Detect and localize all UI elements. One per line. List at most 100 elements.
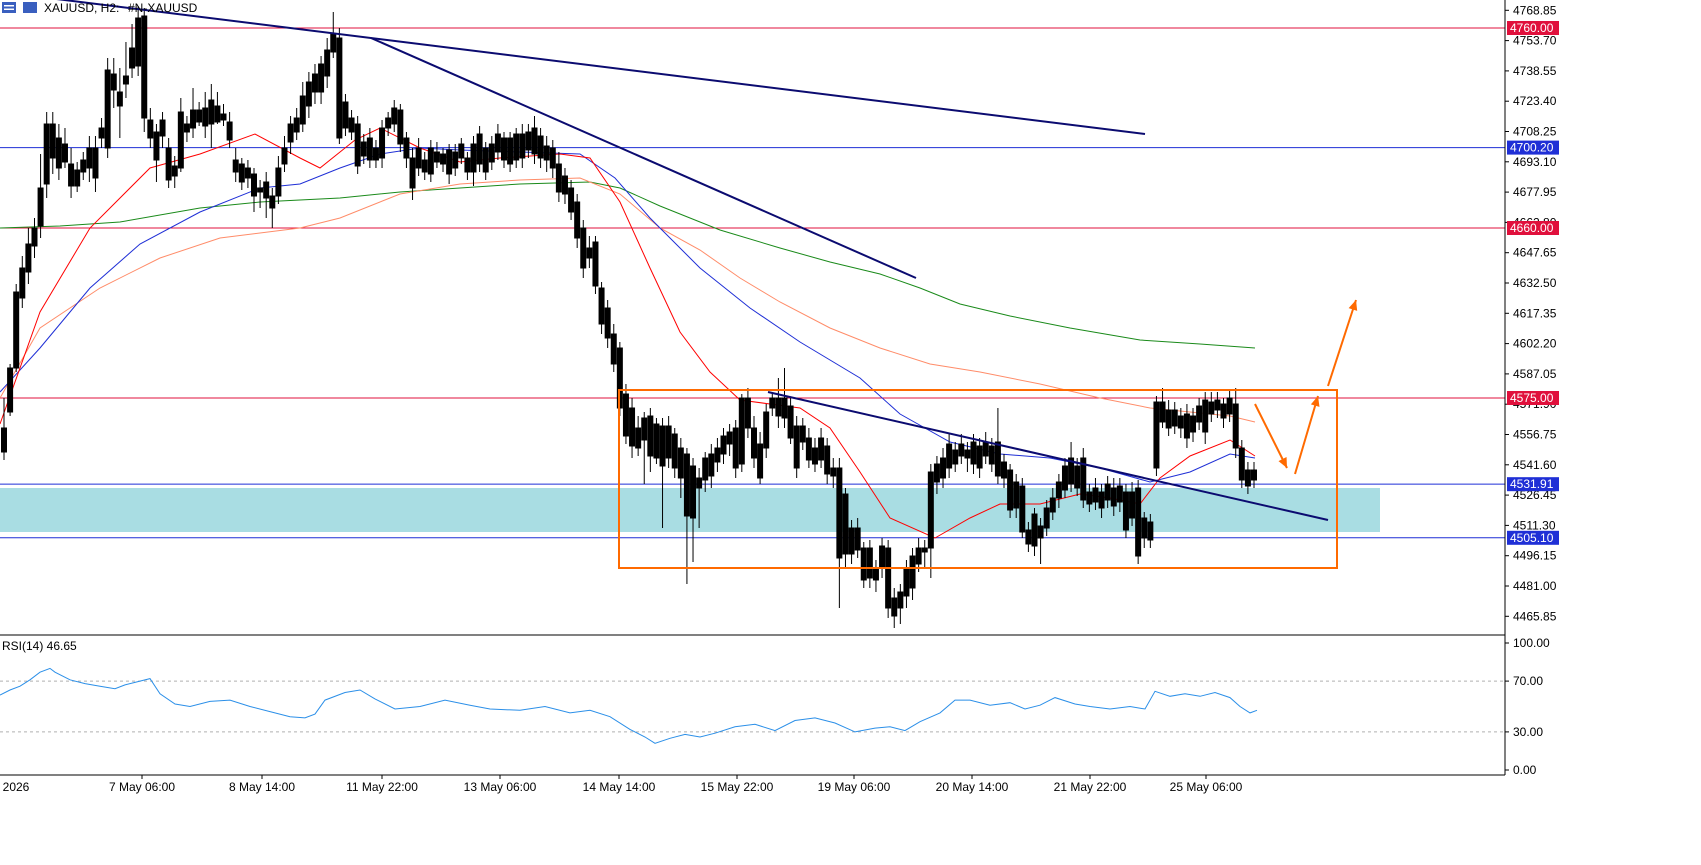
candle-body-bear — [751, 427, 757, 459]
candle — [610, 324, 617, 372]
candle — [683, 448, 690, 584]
menu-icon[interactable] — [2, 2, 16, 13]
candle — [159, 112, 166, 148]
candle — [543, 136, 550, 172]
candle — [183, 116, 190, 142]
candle-body-bear — [513, 133, 520, 161]
candle — [1244, 462, 1251, 494]
candle-body-bear — [25, 243, 32, 273]
price-tick-label: 4677.95 — [1513, 185, 1557, 199]
candle-body-bear — [818, 437, 825, 461]
candle-body-bear — [994, 441, 1001, 477]
candle — [970, 434, 977, 474]
candle — [110, 58, 117, 108]
candle-body-bear — [141, 15, 148, 119]
candle-body-bear — [336, 37, 343, 139]
candle — [171, 156, 178, 188]
candle — [1202, 392, 1209, 444]
candle-body-bear — [659, 425, 666, 467]
candle — [781, 368, 788, 428]
candle — [122, 42, 129, 98]
candle-body-bear — [348, 117, 355, 133]
candle — [116, 68, 123, 138]
candle — [1159, 388, 1166, 428]
candle-body-bear — [799, 425, 806, 443]
candle-body-bear — [903, 567, 910, 597]
candle — [49, 112, 56, 174]
candle-body-bear — [927, 471, 934, 549]
candle — [1110, 478, 1117, 516]
candle-body-bear — [1251, 469, 1257, 481]
price-tick-label: 4647.65 — [1513, 246, 1557, 260]
candle-body-bear — [372, 147, 379, 161]
candle-body-bear — [1116, 485, 1123, 503]
level-label: 4700.20 — [1510, 141, 1554, 155]
candle-body-bear — [55, 137, 62, 169]
candle — [427, 140, 434, 182]
candle — [708, 444, 715, 488]
price-tick-label: 4602.20 — [1513, 337, 1557, 351]
candle — [409, 148, 416, 200]
symbol-description: #N-XAUUSD — [128, 1, 198, 15]
arrow-shaft — [1327, 299, 1357, 387]
candle-body-bear — [702, 457, 709, 481]
candle-body-bear — [1153, 401, 1160, 469]
candle-body-bear — [940, 457, 947, 479]
candle-body-bear — [1135, 487, 1142, 557]
rsi-panel[interactable]: 100.00 70.00 30.00 0.00 — [0, 636, 1550, 777]
candle-body-bear — [690, 465, 697, 519]
candle-body-bear — [610, 333, 617, 365]
candle-body-bear — [866, 547, 873, 579]
candle — [1013, 474, 1020, 518]
trendline — [370, 37, 917, 279]
candle-body-bear — [1171, 409, 1178, 427]
candle — [586, 236, 593, 268]
candle — [830, 458, 837, 488]
candle — [470, 136, 477, 186]
candle-body-bear — [409, 157, 416, 189]
candle-body-bear — [519, 133, 526, 159]
symbol-label: XAUUSD, H2: — [44, 1, 119, 15]
candle — [677, 438, 684, 498]
candle-body-bear — [275, 167, 282, 197]
candle-body-bear — [415, 147, 422, 169]
candle-body-bear — [488, 143, 495, 163]
candle-body-bear — [446, 149, 453, 175]
candle-body-bear — [1080, 457, 1087, 501]
candle — [269, 188, 276, 228]
candle — [1074, 458, 1081, 496]
candle-body-bear — [1007, 469, 1014, 511]
level-label: 4660.00 — [1510, 221, 1554, 235]
candle-body-bear — [1129, 491, 1136, 519]
candle-body-bear — [738, 397, 745, 465]
candle-body-bear — [494, 133, 501, 153]
candle-body-bear — [311, 73, 318, 93]
candle — [275, 156, 282, 204]
candle-type-icon[interactable] — [23, 2, 37, 13]
candle — [549, 140, 556, 178]
candle — [604, 300, 611, 348]
candle — [757, 432, 764, 484]
candle-body-bear — [946, 443, 953, 469]
candle — [940, 448, 947, 488]
candle — [787, 398, 794, 444]
candle — [622, 384, 629, 444]
candle-body-bear — [153, 131, 160, 161]
candle — [1135, 480, 1142, 564]
candle-body-bear — [1147, 521, 1154, 541]
candle-body-bear — [1238, 447, 1245, 481]
candle — [1153, 396, 1160, 476]
candlesticks — [1, 6, 1257, 628]
candle-body-bear — [793, 425, 800, 469]
candle-body-bear — [251, 173, 257, 197]
level-label-box — [1507, 21, 1559, 35]
candle-body-bear — [501, 137, 507, 161]
candle-body-bear — [122, 75, 129, 85]
candle-body-bear — [1031, 513, 1038, 547]
candle-body-bear — [824, 445, 831, 475]
price-tick-label: 4693.10 — [1513, 155, 1557, 169]
candle — [909, 548, 916, 600]
candle-body-bear — [1037, 525, 1044, 539]
candle-body-bear — [238, 163, 245, 183]
